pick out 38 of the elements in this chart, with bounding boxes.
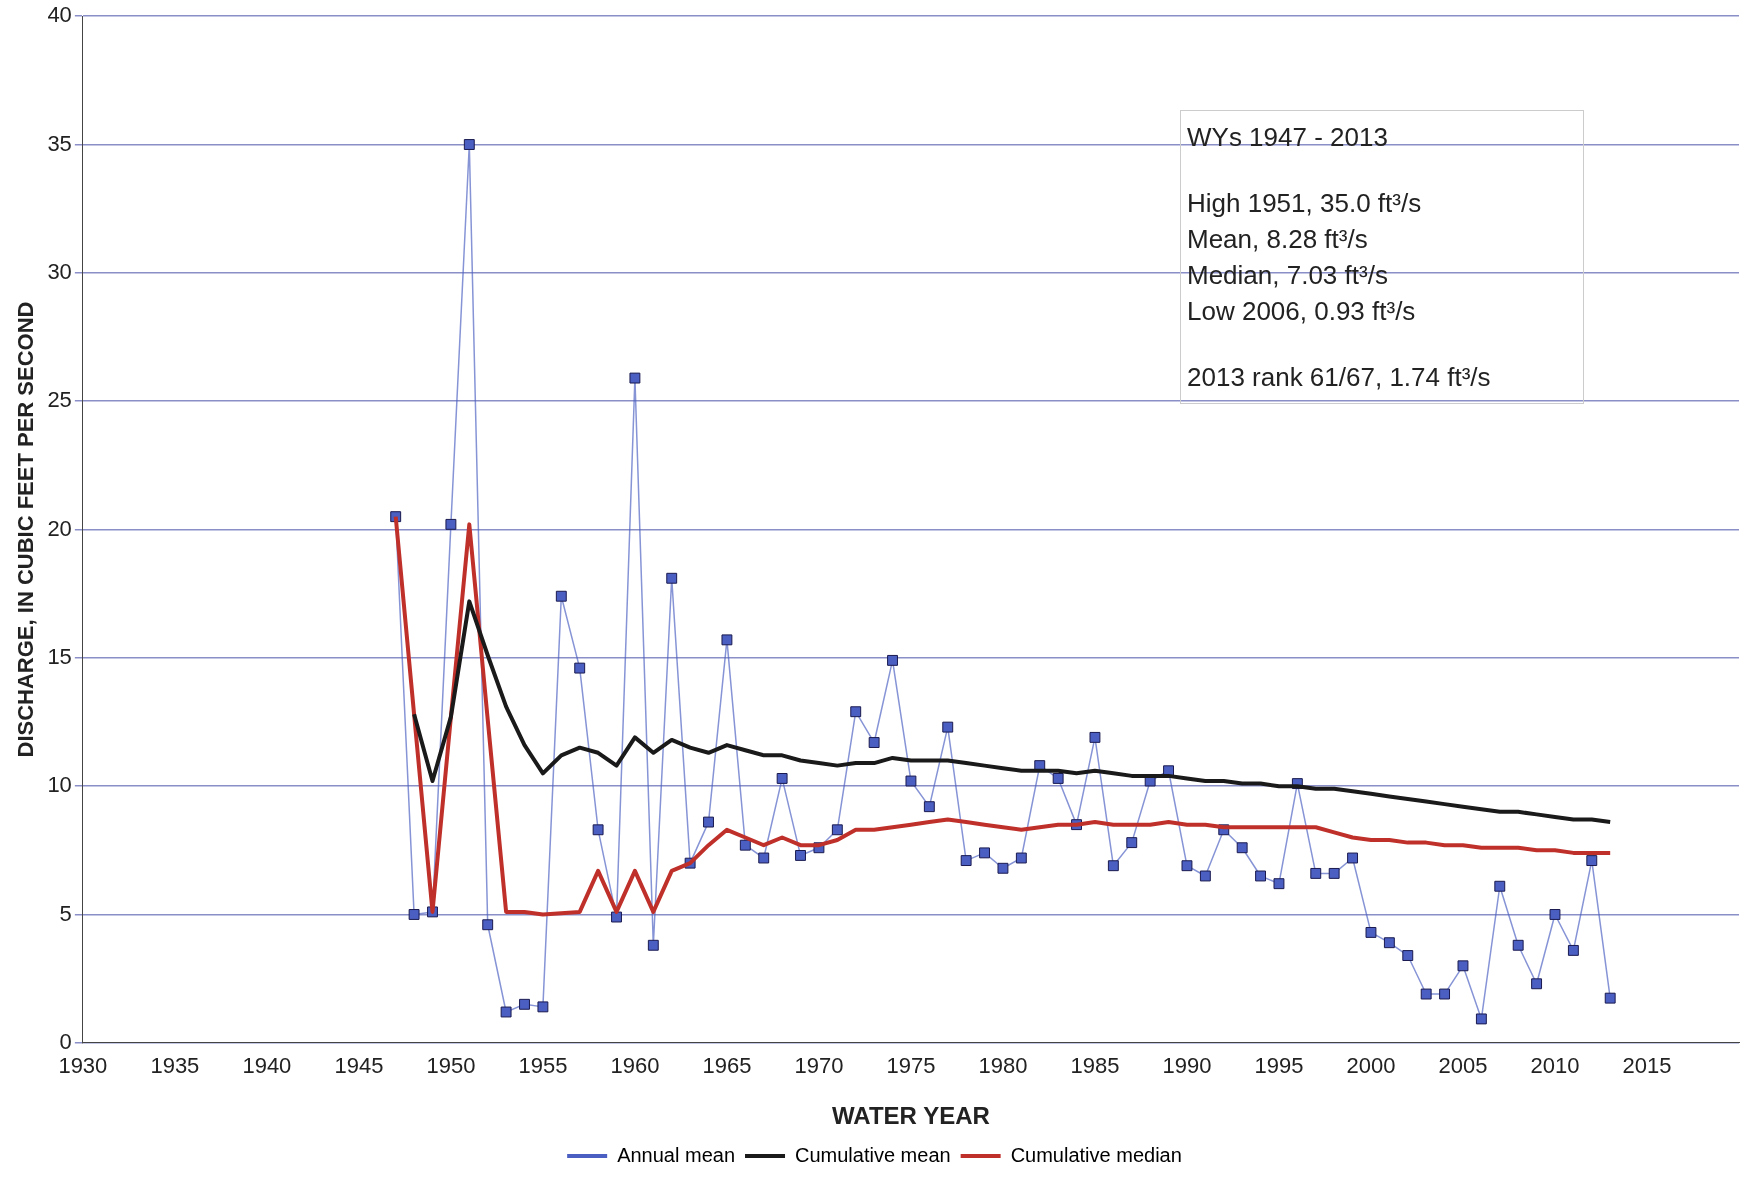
y-tick-label: 25 <box>47 387 72 413</box>
annotation: Low 2006, 0.93 ft³/s <box>1187 295 1417 328</box>
x-tick-label: 1965 <box>702 1053 752 1079</box>
legend-label: Cumulative mean <box>795 1143 951 1166</box>
x-tick-label: 2010 <box>1530 1053 1580 1079</box>
x-tick-label: 1955 <box>518 1053 568 1079</box>
y-tick-label: 35 <box>47 130 72 156</box>
x-tick-label: 1940 <box>242 1053 292 1079</box>
x-tick-label: 1990 <box>1162 1053 1212 1079</box>
y-tick-label: 10 <box>47 772 72 798</box>
annotation: 2013 rank 61/67, 1.74 ft³/s <box>1187 361 1492 394</box>
legend-label: Cumulative median <box>1010 1143 1182 1166</box>
annotation: WYs 1947 - 2013 <box>1187 121 1389 154</box>
y-tick-label: 5 <box>59 900 72 926</box>
x-tick-label: 2005 <box>1438 1053 1488 1079</box>
x-tick-label: 1980 <box>978 1053 1028 1079</box>
x-axis-title: WATER YEAR <box>832 1102 990 1130</box>
x-tick-label: 1930 <box>58 1053 108 1079</box>
x-tick-label: 1935 <box>150 1053 200 1079</box>
annotation: High 1951, 35.0 ft³/s <box>1187 187 1423 220</box>
annotation: Median, 7.03 ft³/s <box>1187 259 1389 292</box>
y-tick-label: 20 <box>47 515 72 541</box>
y-tick-label: 40 <box>47 2 72 28</box>
legend-label: Annual mean <box>617 1143 736 1166</box>
y-tick-label: 15 <box>47 643 72 669</box>
x-tick-label: 1985 <box>1070 1053 1120 1079</box>
x-tick-label: 1950 <box>426 1053 476 1079</box>
y-axis-title: DISCHARGE, IN CUBIC FEET PER SECOND <box>13 301 39 758</box>
x-tick-label: 1960 <box>610 1053 660 1079</box>
x-tick-label: 1970 <box>794 1053 844 1079</box>
x-tick-label: 1995 <box>1254 1053 1304 1079</box>
x-tick-label: 1945 <box>334 1053 384 1079</box>
x-tick-label: 2015 <box>1622 1053 1672 1079</box>
y-tick-label: 0 <box>59 1028 72 1054</box>
x-tick-label: 2000 <box>1346 1053 1396 1079</box>
x-tick-label: 1975 <box>886 1053 936 1079</box>
annotation: Mean, 8.28 ft³/s <box>1187 223 1369 256</box>
y-tick-label: 30 <box>47 258 72 284</box>
